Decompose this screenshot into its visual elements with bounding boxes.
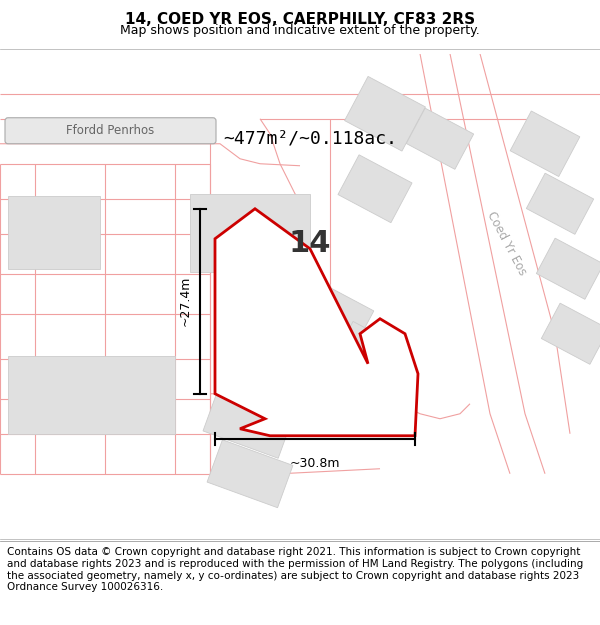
Text: Coed Yr Eos: Coed Yr Eos (485, 209, 529, 278)
Polygon shape (510, 111, 580, 176)
Polygon shape (190, 194, 310, 272)
Polygon shape (536, 238, 600, 299)
Text: 14, COED YR EOS, CAERPHILLY, CF83 2RS: 14, COED YR EOS, CAERPHILLY, CF83 2RS (125, 12, 475, 27)
Polygon shape (215, 209, 418, 436)
Polygon shape (8, 196, 100, 269)
Polygon shape (526, 173, 593, 234)
Polygon shape (258, 335, 332, 402)
Text: Ffordd Penrhos: Ffordd Penrhos (66, 124, 154, 138)
Text: Map shows position and indicative extent of the property.: Map shows position and indicative extent… (120, 24, 480, 36)
FancyBboxPatch shape (5, 118, 216, 144)
Polygon shape (406, 108, 473, 169)
Polygon shape (344, 76, 425, 151)
Text: ~30.8m: ~30.8m (290, 457, 340, 470)
Text: 14: 14 (289, 229, 331, 258)
Text: ~477m²/~0.118ac.: ~477m²/~0.118ac. (223, 130, 397, 148)
Text: ~27.4m: ~27.4m (179, 276, 192, 326)
Polygon shape (207, 440, 293, 508)
Polygon shape (541, 303, 600, 364)
Polygon shape (203, 379, 297, 458)
Polygon shape (329, 321, 410, 396)
Polygon shape (8, 356, 175, 434)
Polygon shape (338, 155, 412, 222)
Polygon shape (286, 278, 374, 359)
Text: Contains OS data © Crown copyright and database right 2021. This information is : Contains OS data © Crown copyright and d… (7, 548, 583, 592)
